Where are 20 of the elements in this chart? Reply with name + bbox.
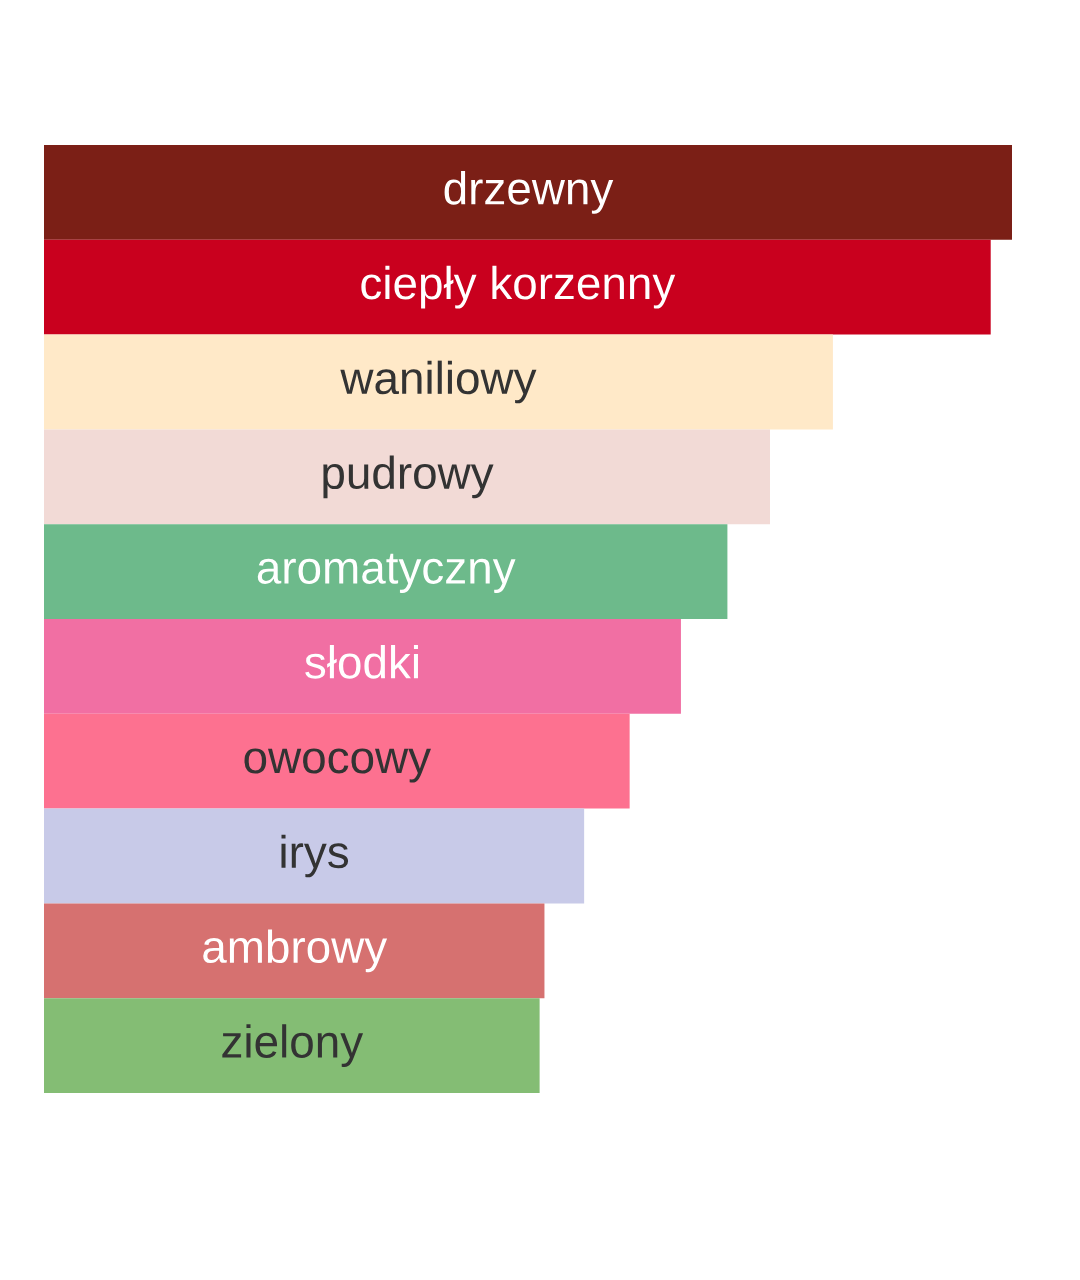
bar	[44, 239, 991, 335]
y-tick-label: ciepły korzenny	[361, 265, 676, 309]
bar	[44, 903, 545, 999]
y-tick-label: owocowy	[244, 748, 431, 783]
y-tick-label: zielony	[222, 1024, 364, 1067]
bar	[44, 145, 1012, 240]
bar	[44, 998, 540, 1093]
bar	[44, 808, 585, 904]
y-tick-label: waniliowy	[340, 360, 537, 404]
bar	[44, 524, 728, 619]
bar	[44, 713, 630, 809]
y-tick-label: ambrowy	[203, 929, 388, 973]
y-tick-label: pudrowy	[323, 455, 494, 499]
bar	[44, 429, 770, 525]
bar	[44, 619, 681, 714]
y-tick-label: drzewny	[444, 171, 614, 214]
bar	[44, 334, 833, 430]
y-tick-label: irys	[281, 834, 349, 878]
y-tick-label: aromatyczny	[257, 553, 516, 593]
y-tick-label: słodki	[305, 645, 418, 679]
